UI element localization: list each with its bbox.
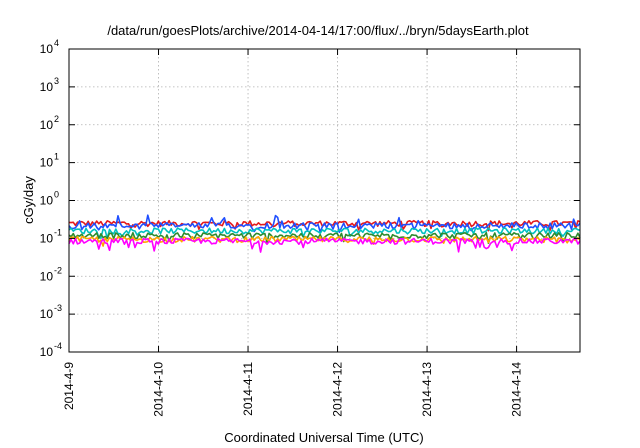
y-tick-label: 10	[40, 156, 54, 170]
y-tick-exponent: -3	[54, 303, 62, 313]
x-tick-label: 2014-4-14	[510, 362, 524, 417]
series-lines	[68, 214, 581, 253]
y-tick-exponent: 2	[54, 114, 59, 124]
x-tick-label: 2014-4-12	[331, 362, 345, 417]
y-tick-label: 10	[40, 269, 54, 283]
y-axis-label: cGy/day	[21, 176, 36, 224]
x-axis: 2014-4-9 2014-4-10 2014-4-11 2014-4-12 2014-…	[62, 49, 524, 417]
y-tick-exponent: -1	[54, 227, 62, 237]
y-tick-label: 10	[40, 231, 54, 245]
series-line-6	[68, 237, 581, 253]
y-tick-label: 10	[40, 80, 54, 94]
series-line-2	[68, 214, 581, 233]
x-tick-label: 2014-4-13	[420, 362, 434, 417]
y-tick-label: 10	[40, 345, 54, 359]
grid-lines	[69, 49, 580, 352]
y-tick-exponent: -4	[54, 341, 62, 351]
y-tick-exponent: 4	[54, 38, 59, 48]
y-tick-label: 10	[40, 118, 54, 132]
series-line-3	[68, 227, 581, 240]
y-tick-exponent: 0	[54, 190, 59, 200]
x-tick-label: 2014-4-9	[62, 362, 76, 410]
y-tick-exponent: 1	[54, 152, 59, 162]
y-tick-label: 10	[40, 307, 54, 321]
chart-title: /data/run/goesPlots/archive/2014-04-14/1…	[107, 23, 529, 38]
y-tick-exponent: 3	[54, 76, 59, 86]
y-tick-exponent: -2	[54, 265, 62, 275]
y-tick-label: 10	[40, 194, 54, 208]
y-tick-label: 10	[40, 42, 54, 56]
x-axis-label: Coordinated Universal Time (UTC)	[224, 430, 423, 445]
x-tick-label: 2014-4-11	[241, 362, 255, 416]
x-tick-label: 2014-4-10	[152, 362, 166, 417]
